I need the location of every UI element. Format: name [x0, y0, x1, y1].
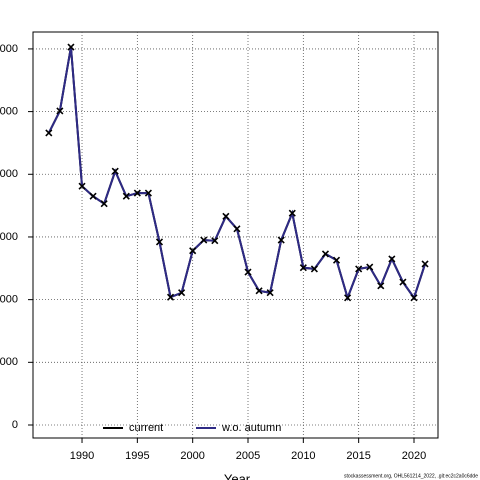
point-marker: [78, 182, 86, 190]
point-marker: [288, 209, 296, 217]
point-marker: [255, 287, 263, 295]
point-marker: [178, 289, 186, 297]
x-tick-label: 2015: [346, 450, 370, 462]
point-marker: [155, 238, 164, 246]
point-marker: [222, 212, 230, 220]
point-marker: [321, 250, 330, 258]
y-tick-label: 20000: [0, 294, 18, 306]
series-line: [47, 46, 427, 301]
point-marker: [56, 107, 64, 115]
point-marker: [266, 289, 274, 297]
x-tick-label: 2020: [402, 450, 426, 462]
point-marker: [366, 263, 374, 271]
point-marker: [277, 236, 285, 244]
footer: stockassessment.org, OHL561214_2022, .gi…: [344, 473, 478, 479]
point-marker: [332, 256, 341, 264]
point-marker: [144, 189, 152, 197]
y-tick-label: 40000: [0, 168, 18, 180]
x-axis-label: Year: [224, 471, 251, 480]
point-marker: [45, 129, 53, 137]
point-marker: [89, 192, 97, 200]
point-marker: [100, 200, 108, 208]
legend-label: current: [129, 422, 163, 434]
point-marker: [377, 282, 385, 290]
point-marker: [355, 265, 363, 273]
series-line: [47, 46, 427, 301]
point-marker: [244, 268, 252, 276]
x-tick-label: 2010: [291, 450, 315, 462]
x-tick-label: 1990: [70, 450, 94, 462]
point-marker: [421, 260, 429, 268]
x-tick-label: 2000: [180, 450, 204, 462]
y-tick-label: 0: [12, 419, 18, 431]
point-marker: [299, 264, 307, 272]
point-marker: [310, 265, 318, 273]
y-tick-label: 30000: [0, 231, 18, 243]
point-marker: [388, 255, 396, 263]
y-tick-label: 60000: [0, 43, 18, 55]
y-tick-label: 10000: [0, 356, 18, 368]
point-marker: [122, 192, 130, 200]
point-marker: [133, 189, 141, 197]
legend-label: w.o. autumn: [221, 422, 281, 434]
point-marker: [399, 278, 407, 286]
point-marker: [211, 237, 219, 245]
point-marker: [344, 294, 352, 302]
point-marker: [67, 43, 75, 51]
point-marker: [410, 294, 418, 302]
x-tick-label: 1995: [125, 450, 149, 462]
x-tick-label: 2005: [236, 450, 260, 462]
point-marker: [111, 167, 119, 175]
point-marker: [166, 293, 175, 301]
point-marker: [189, 247, 197, 255]
plot-frame: [32, 31, 439, 439]
y-tick-label: 50000: [0, 106, 18, 118]
point-marker: [200, 236, 208, 244]
point-marker: [233, 225, 241, 233]
